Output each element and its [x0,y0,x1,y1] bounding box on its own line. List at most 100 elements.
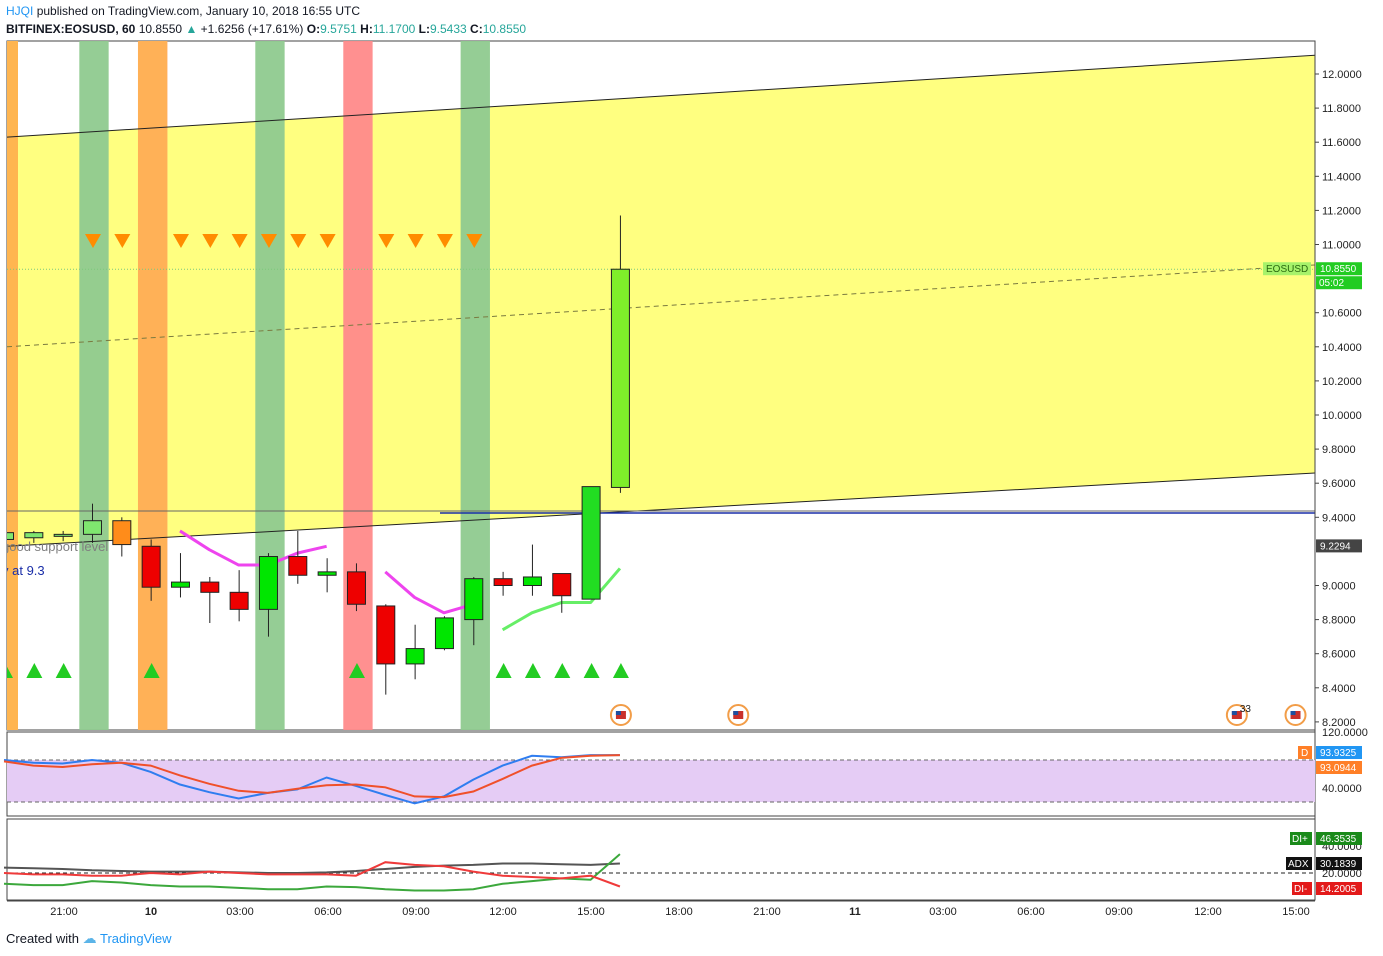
price-tick-label: 10.6000 [1322,308,1362,320]
created-with-text: Created with [6,931,79,946]
buy-signal-icon [554,663,571,678]
change-up-icon: ▲ [185,22,198,36]
price-tick-label: 11.8000 [1322,103,1361,115]
stoch-d-tag: D [1301,748,1308,759]
buy-signal-icon [143,663,160,678]
candle [24,532,44,539]
di-plus-tag-bg [1290,832,1312,845]
close-label: C: [470,22,483,36]
buy-signal-icon [55,663,72,678]
sell-signal-icon [202,234,219,248]
candle [82,520,102,535]
candle [258,556,278,610]
stoch-d-line [3,754,620,799]
time-tick-label: 03:00 [226,906,254,918]
adx-tag-bg [1286,857,1312,870]
highlight-column-orange [137,41,168,730]
price-tick-label: 9.0000 [1322,581,1356,593]
stoch-k-badge: 93.9325 [1320,748,1357,759]
sell-signal-icon [114,234,131,248]
support-value-badge: 9.2294 [1320,541,1351,552]
candle [141,545,161,588]
candle [552,573,572,597]
stoch-d-badge: 93.0944 [1320,763,1357,774]
price-tick-label: 9.6000 [1322,478,1356,490]
candle [200,581,220,593]
di-plus-line [3,853,621,892]
time-tick-label: 09:00 [402,906,430,918]
price-tick-label: 9.8000 [1322,444,1356,456]
highlight-column-orange [7,41,18,730]
candle [346,571,366,605]
adx-badge-bg [1316,857,1362,870]
tradingview-logo-icon: ☁ [82,930,97,946]
di-minus-line [3,861,621,888]
price-tick-label: 10.2000 [1322,376,1362,388]
channel-fill [7,55,1315,547]
buy-signal-icon [26,663,43,678]
di-minus-tag: DI- [1294,884,1307,895]
highlight-column-green [255,41,285,730]
highlight-column-red [343,41,373,730]
sell-signal-icon [466,234,483,248]
event-flag-icon-canton [733,711,739,715]
buy-signal-icon [524,663,541,678]
price-tick-label: 10.4000 [1322,342,1362,354]
countdown-badge: 05:02 [1319,278,1344,289]
time-tick-label: 15:00 [577,906,605,918]
symbol-tag-bg [1263,262,1311,276]
sell-signal-icon [436,234,453,248]
time-tick-label: 11 [849,906,861,918]
candle [53,533,73,537]
time-tick-label: 10 [145,906,157,918]
sell-signal-icon [290,234,307,248]
symbol-tag: EOSUSD [1266,264,1308,275]
time-tick-label: 06:00 [1017,906,1045,918]
countdown-badge-bg [1316,276,1362,290]
candle [464,578,484,621]
candle [581,486,601,600]
buy-signal-icon [583,663,600,678]
di-plus-tag: DI+ [1292,834,1308,845]
ma-magenta-line-2 [384,570,474,615]
adx-tag: ADX [1288,859,1309,870]
symbol-info: BITFINEX:EOSUSD, 60 10.8550 ▲ +1.6256 (+… [6,22,526,36]
event-flag-icon-canton [1290,711,1296,715]
candle [405,648,425,665]
candle [376,605,396,665]
candle [288,556,308,576]
channel-mid-line [7,264,1315,348]
di-plus-badge-bg [1316,832,1362,845]
time-tick-label: 15:00 [1282,906,1310,918]
sell-signal-icon [260,234,277,248]
price-tick-label: 11.4000 [1322,171,1361,183]
adx-line [3,862,620,874]
time-tick-label: 03:00 [929,906,957,918]
last-price-badge: 10.8550 [1320,264,1357,275]
buy-signal-icon [7,666,13,678]
stoch-tick-label: 120.0000 [1322,727,1368,739]
dmi-tick-label: 20.0000 [1322,868,1362,880]
time-tick-label: 18:00 [665,906,693,918]
event-flag-icon-canton [1231,711,1237,715]
channel-upper-line [7,54,1315,138]
time-tick-label: 21:00 [50,906,78,918]
stoch-band [7,760,1315,802]
price-tick-label: 8.6000 [1322,649,1356,661]
close-value: 10.8550 [482,22,527,36]
di-minus-tag-bg [1292,882,1312,895]
ma-magenta-line [179,529,327,567]
candle [493,578,513,586]
last-price: 10.8550 [138,22,183,36]
publisher-link[interactable]: HJQI [6,4,34,18]
time-tick-label: 21:00 [753,906,781,918]
sell-signal-icon [407,234,424,248]
low-label: L: [418,22,430,36]
candle [170,581,190,588]
tradingview-brand[interactable]: TradingView [100,931,172,946]
stoch-d-tag-bg [1298,746,1312,759]
main-layer: good support level y at 9.3 33 [7,41,1315,730]
sell-signal-icon [172,234,189,248]
price-tick-label: 8.4000 [1322,683,1356,695]
